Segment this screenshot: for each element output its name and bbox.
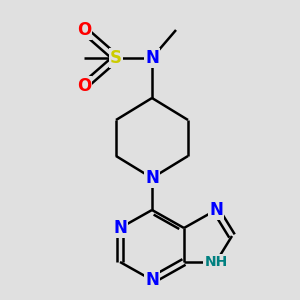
Text: N: N [145,49,159,67]
Text: N: N [209,201,223,219]
Text: N: N [145,169,159,187]
Text: N: N [113,219,127,237]
Text: O: O [77,77,91,95]
Text: NH: NH [204,255,228,269]
Text: O: O [77,21,91,39]
Text: N: N [145,271,159,289]
Text: S: S [110,49,122,67]
